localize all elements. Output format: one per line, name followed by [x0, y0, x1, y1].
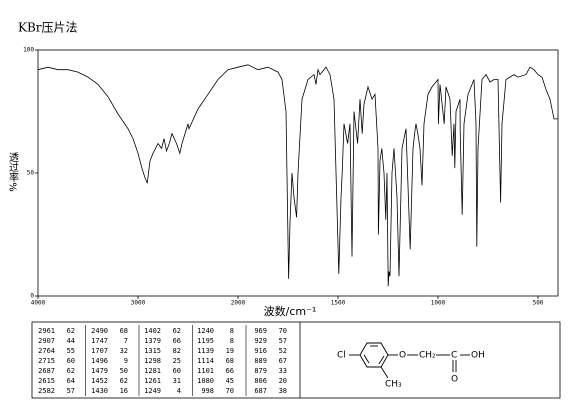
peak-wavenumber: 1139: [197, 347, 214, 355]
atom-label: Cl: [337, 351, 346, 361]
peak-wavenumber: 2907: [38, 337, 55, 345]
atom-label: OH: [471, 351, 485, 361]
y-tick-label: 0: [30, 293, 34, 300]
peak-transmittance: 44: [67, 337, 75, 345]
y-axis-label: 透过率%: [7, 152, 19, 192]
peak-wavenumber: 2764: [38, 347, 55, 355]
peak-wavenumber: 1261: [144, 377, 161, 385]
peak-wavenumber: 687: [254, 387, 267, 395]
peak-wavenumber: 2582: [38, 387, 55, 395]
peak-wavenumber: 998: [201, 387, 214, 395]
x-tick-label: 2000: [231, 300, 246, 307]
peak-wavenumber: 1402: [144, 327, 161, 335]
table-frame: [31, 321, 561, 399]
peak-wavenumber: 929: [254, 337, 267, 345]
peak-transmittance: 70: [226, 387, 234, 395]
peak-transmittance: 68: [120, 327, 128, 335]
peak-wavenumber: 1430: [91, 387, 108, 395]
peak-transmittance: 62: [120, 377, 128, 385]
peak-transmittance: 20: [279, 377, 287, 385]
x-tick-label: 3000: [131, 300, 146, 307]
peak-wavenumber: 1747: [91, 337, 108, 345]
peak-wavenumber: 1707: [91, 347, 108, 355]
peak-transmittance: 4: [177, 387, 181, 395]
x-tick-label: 1000: [431, 300, 446, 307]
peak-wavenumber: 1298: [144, 357, 161, 365]
atom-label: CH₃: [385, 380, 402, 390]
peak-transmittance: 19: [226, 347, 234, 355]
peak-wavenumber: 916: [254, 347, 267, 355]
peak-transmittance: 55: [67, 347, 75, 355]
peak-transmittance: 66: [173, 337, 181, 345]
peak-transmittance: 25: [173, 357, 181, 365]
peak-transmittance: 70: [279, 327, 287, 335]
peak-wavenumber: 2961: [38, 327, 55, 335]
peak-transmittance: 50: [120, 367, 128, 375]
peak-wavenumber: 1315: [144, 347, 161, 355]
peak-transmittance: 33: [279, 367, 287, 375]
peak-transmittance: 66: [226, 367, 234, 375]
peak-transmittance: 16: [120, 387, 128, 395]
peak-transmittance: 62: [67, 367, 75, 375]
peak-transmittance: 60: [67, 357, 75, 365]
peak-wavenumber: 889: [254, 357, 267, 365]
peak-wavenumber: 1281: [144, 367, 161, 375]
peak-transmittance: 57: [67, 387, 75, 395]
peak-transmittance: 57: [279, 337, 287, 345]
peak-transmittance: 45: [226, 377, 234, 385]
peak-transmittance: 67: [279, 357, 287, 365]
peak-wavenumber: 2615: [38, 377, 55, 385]
spectrum-line: [37, 64, 558, 287]
peak-wavenumber: 1101: [197, 367, 214, 375]
peak-transmittance: 31: [173, 377, 181, 385]
peak-transmittance: 62: [67, 327, 75, 335]
peak-transmittance: 8: [230, 337, 234, 345]
peak-wavenumber: 1080: [197, 377, 214, 385]
peak-transmittance: 82: [173, 347, 181, 355]
x-tick-label: 500: [533, 300, 544, 307]
peak-transmittance: 52: [279, 347, 287, 355]
peak-wavenumber: 1452: [91, 377, 108, 385]
atom-label: CH₂: [419, 351, 436, 361]
peak-wavenumber: 1195: [197, 337, 214, 345]
y-tick-label: 50: [27, 170, 35, 177]
atom-label: O: [451, 375, 458, 385]
molecule-bonds: [349, 342, 470, 379]
chart-title: KBr压片法: [18, 21, 78, 35]
x-tick-label: 1500: [331, 300, 346, 307]
x-tick-label: 4000: [31, 300, 46, 307]
y-tick-label: 100: [23, 47, 34, 54]
peak-wavenumber: 1249: [144, 387, 161, 395]
peak-wavenumber: 806: [254, 377, 267, 385]
peak-wavenumber: 1114: [197, 357, 214, 365]
peak-wavenumber: 1479: [91, 367, 108, 375]
peak-wavenumber: 2687: [38, 367, 55, 375]
x-axis-label: 波数/cm⁻¹: [264, 305, 317, 318]
peak-wavenumber: 1240: [197, 327, 214, 335]
peak-transmittance: 60: [173, 367, 181, 375]
peak-wavenumber: 2490: [91, 327, 108, 335]
peak-transmittance: 62: [173, 327, 181, 335]
peak-transmittance: 8: [230, 327, 234, 335]
atom-label: O: [399, 351, 406, 361]
peak-transmittance: 32: [120, 347, 128, 355]
peak-wavenumber: 1496: [91, 357, 108, 365]
peak-wavenumber: 879: [254, 367, 267, 375]
peak-wavenumber: 1379: [144, 337, 161, 345]
peak-transmittance: 68: [226, 357, 234, 365]
peak-transmittance: 9: [124, 357, 128, 365]
peak-wavenumber: 2715: [38, 357, 55, 365]
peak-transmittance: 38: [279, 387, 287, 395]
peak-wavenumber: 969: [254, 327, 267, 335]
atom-label: C: [451, 351, 457, 361]
peak-transmittance: 64: [67, 377, 75, 385]
peak-transmittance: 7: [124, 337, 128, 345]
